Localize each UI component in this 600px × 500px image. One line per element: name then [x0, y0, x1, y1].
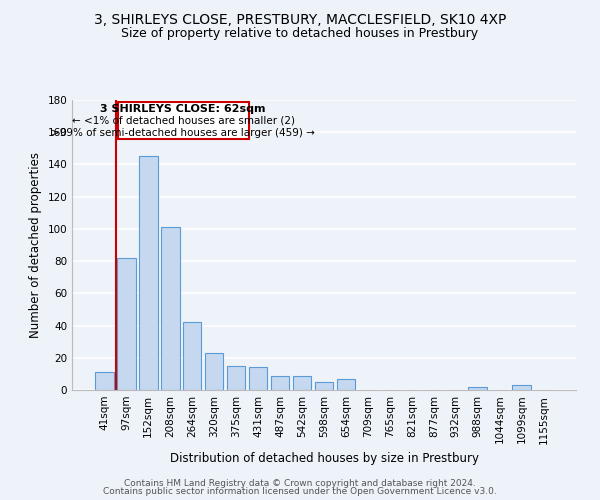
- Bar: [227, 366, 245, 390]
- Bar: [161, 228, 179, 390]
- Text: Contains public sector information licensed under the Open Government Licence v3: Contains public sector information licen…: [103, 487, 497, 496]
- Bar: [314, 382, 334, 390]
- Text: Contains HM Land Registry data © Crown copyright and database right 2024.: Contains HM Land Registry data © Crown c…: [124, 478, 476, 488]
- Text: >99% of semi-detached houses are larger (459) →: >99% of semi-detached houses are larger …: [51, 128, 315, 138]
- Bar: [205, 353, 223, 390]
- Bar: [183, 322, 202, 390]
- Bar: [271, 376, 289, 390]
- Text: Size of property relative to detached houses in Prestbury: Size of property relative to detached ho…: [121, 28, 479, 40]
- Bar: [249, 368, 268, 390]
- Y-axis label: Number of detached properties: Number of detached properties: [29, 152, 42, 338]
- Bar: [337, 378, 355, 390]
- Text: ← <1% of detached houses are smaller (2): ← <1% of detached houses are smaller (2): [71, 116, 295, 126]
- X-axis label: Distribution of detached houses by size in Prestbury: Distribution of detached houses by size …: [170, 452, 479, 465]
- Text: 3, SHIRLEYS CLOSE, PRESTBURY, MACCLESFIELD, SK10 4XP: 3, SHIRLEYS CLOSE, PRESTBURY, MACCLESFIE…: [94, 12, 506, 26]
- Bar: [293, 376, 311, 390]
- FancyBboxPatch shape: [118, 102, 249, 138]
- Text: 3 SHIRLEYS CLOSE: 62sqm: 3 SHIRLEYS CLOSE: 62sqm: [100, 104, 266, 115]
- Bar: [139, 156, 158, 390]
- Bar: [512, 385, 531, 390]
- Bar: [117, 258, 136, 390]
- Bar: [95, 372, 113, 390]
- Bar: [469, 387, 487, 390]
